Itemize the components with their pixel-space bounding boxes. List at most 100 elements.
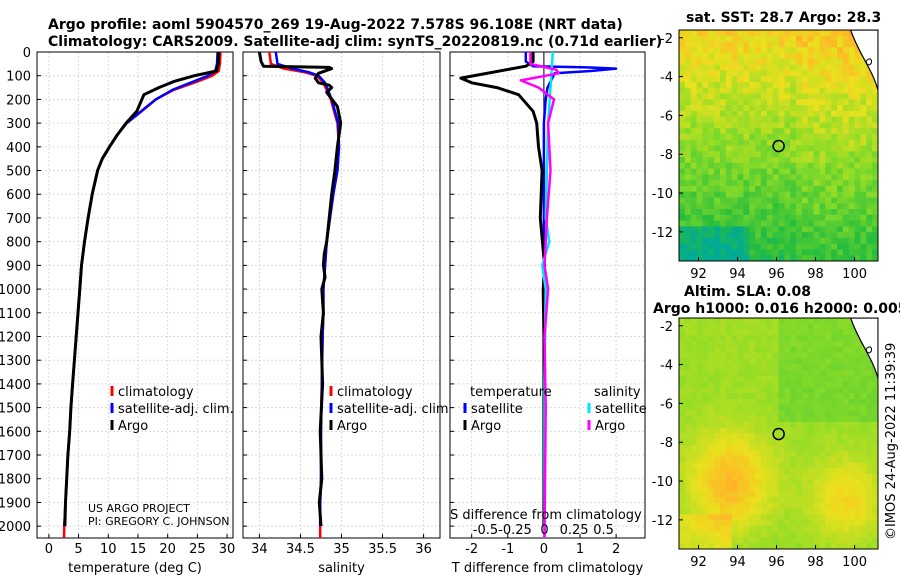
y-tick-label: 300 xyxy=(6,117,31,132)
plot-frame xyxy=(36,51,234,539)
plot-frame xyxy=(449,51,646,539)
island-outline xyxy=(865,346,872,354)
y-tick-label: -2 xyxy=(660,320,673,335)
y-tick-label: -6 xyxy=(660,397,673,412)
x-tick-label: 94 xyxy=(729,267,746,282)
map-frame xyxy=(678,317,879,550)
y-tick-label: 1800 xyxy=(0,473,31,488)
x-tick-label: 0 xyxy=(45,542,53,557)
float-location-marker xyxy=(772,139,785,153)
series-argo xyxy=(257,51,343,527)
legend-label: Argo xyxy=(595,419,625,434)
secondary-tick-label: -0.25 xyxy=(498,523,532,538)
series-s-argo xyxy=(519,52,560,539)
title-line-1: Argo profile: aoml 5904570_269 19-Aug-20… xyxy=(48,17,623,33)
x-axis-label: salinity xyxy=(318,561,365,576)
x-tick-label: 34 xyxy=(251,542,268,557)
x-tick-label: -2 xyxy=(465,542,478,557)
y-tick-label: -8 xyxy=(660,436,673,451)
x-tick-label: -1 xyxy=(501,542,514,557)
x-tick-label: 5 xyxy=(74,542,82,557)
y-tick-label: -6 xyxy=(660,109,673,124)
sla-map-title-2: Argo h1000: 0.016 h2000: 0.0052 xyxy=(653,301,900,317)
x-tick-label: 34.5 xyxy=(286,542,315,557)
legend-label: satellite-adj. clim. xyxy=(337,402,453,417)
x-tick-label: 98 xyxy=(807,267,824,282)
secondary-tick-label: 0.25 xyxy=(560,523,589,538)
x-axis-label: T difference from climatology xyxy=(451,561,644,576)
legend-salinity-title: salinity xyxy=(594,385,641,400)
series-argo xyxy=(63,51,221,527)
x-tick-label: 2 xyxy=(612,542,620,557)
y-tick-label: 1300 xyxy=(0,354,31,369)
y-tick-label: 600 xyxy=(6,188,31,203)
x-tick-label: 20 xyxy=(159,542,176,557)
y-tick-label: 100 xyxy=(6,70,31,85)
sst-map: 92 94 96 98 100 -2 -4 -6 -8 -10 -12 xyxy=(652,29,879,282)
y-tick-label: 1000 xyxy=(0,283,31,298)
y-tick-label: 1200 xyxy=(0,330,31,345)
y-tick-label: -2 xyxy=(660,32,673,47)
legend-label: satellite xyxy=(471,402,523,417)
legend-label: Argo xyxy=(337,419,367,434)
y-tick-label: 700 xyxy=(6,212,31,227)
timestamp: ©IMOS 24-Aug-2022 11:39:39 xyxy=(884,343,899,540)
map-frame xyxy=(678,29,879,262)
pi-credit: PI: GREGORY C. JOHNSON xyxy=(88,515,229,528)
x-tick-label: 0 xyxy=(540,542,548,557)
plot-frame xyxy=(242,51,441,539)
y-tick-label: 800 xyxy=(6,236,31,251)
project-credit: US ARGO PROJECT xyxy=(88,502,190,515)
secondary-tick-label: 0.5 xyxy=(593,523,614,538)
plot-area xyxy=(37,52,233,538)
x-tick-label: 96 xyxy=(768,555,785,570)
x-tick-label: 94 xyxy=(729,555,746,570)
x-tick-label: 35 xyxy=(333,542,350,557)
y-tick-label: 2000 xyxy=(0,520,31,535)
secondary-tick-label: -0.5 xyxy=(473,523,498,538)
x-tick-label: 100 xyxy=(842,267,867,282)
x-tick-label: 35.5 xyxy=(368,542,397,557)
x-tick-label: 96 xyxy=(768,267,785,282)
salinity-profile-plot: 34 34.5 35 35.5 36 salinity climatology satelli… xyxy=(242,51,453,576)
sla-map-title-1: Altim. SLA: 0.08 xyxy=(684,284,811,300)
title-line-2: Climatology: CARS2009. Satellite-adj cli… xyxy=(48,34,662,50)
x-tick-label: 1 xyxy=(576,542,584,557)
y-tick-label: 1100 xyxy=(0,307,31,322)
float-location-marker xyxy=(772,427,785,441)
y-tick-label: -10 xyxy=(652,475,673,490)
x-tick-label: 100 xyxy=(842,555,867,570)
y-tick-label: -12 xyxy=(652,226,673,241)
legend-label: climatology xyxy=(337,385,413,400)
x-tick-label: 10 xyxy=(100,542,117,557)
y-tick-label: 1500 xyxy=(0,402,31,417)
y-tick-label: -4 xyxy=(660,71,673,86)
legend-label: Argo xyxy=(471,419,501,434)
map-field xyxy=(679,318,878,549)
y-tick-label: -8 xyxy=(660,148,673,163)
y-tick-label: -10 xyxy=(652,187,673,202)
island-outline xyxy=(865,58,872,66)
temperature-profile-plot: 0 5 10 15 20 25 300100200300400500600700800900… xyxy=(0,46,235,576)
y-tick-label: 1700 xyxy=(0,449,31,464)
x-tick-label: 36 xyxy=(415,542,432,557)
y-tick-label: -12 xyxy=(652,514,673,529)
x-tick-label: 25 xyxy=(189,542,206,557)
series-t-argo xyxy=(459,52,547,527)
secondary-axis-label: S difference from climatology xyxy=(450,508,642,523)
x-tick-label: 92 xyxy=(690,267,707,282)
legend-label: Argo xyxy=(118,419,148,434)
x-tick-label: 15 xyxy=(130,542,147,557)
difference-profile-plot: -2 -1 0 1 2 T difference from climatology S di… xyxy=(449,51,647,576)
legend-label: satellite xyxy=(595,402,647,417)
map-field xyxy=(679,30,878,261)
x-axis-label: temperature (deg C) xyxy=(68,561,202,576)
x-tick-label: 30 xyxy=(219,542,236,557)
sst-map-title: sat. SST: 28.7 Argo: 28.3 xyxy=(686,10,881,26)
y-tick-label: 1400 xyxy=(0,378,31,393)
sla-map: 92 94 96 98 100 -2 -4 -6 -8 -10 -12 xyxy=(652,317,879,570)
legend-label: climatology xyxy=(118,385,194,400)
y-tick-label: 900 xyxy=(6,259,31,274)
legend-temperature-title: temperature xyxy=(470,385,552,400)
y-tick-label: 200 xyxy=(6,93,31,108)
